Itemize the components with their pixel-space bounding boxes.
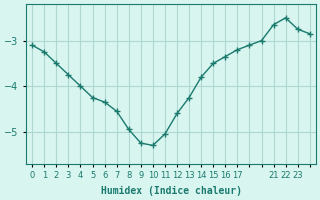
X-axis label: Humidex (Indice chaleur): Humidex (Indice chaleur) — [100, 186, 242, 196]
